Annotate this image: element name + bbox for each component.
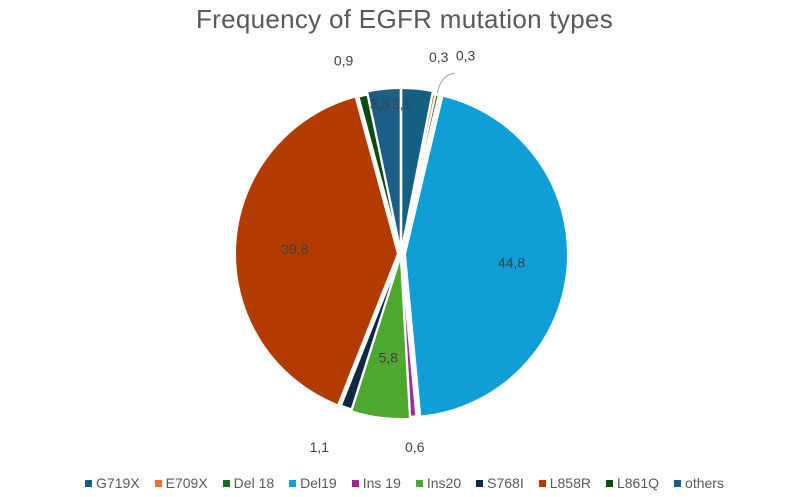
data-label-l858r: 39,8: [281, 241, 308, 257]
pie-slice-l858r: [234, 95, 400, 407]
data-label-others: 3,3: [370, 96, 390, 112]
pie-slice-ins20: [350, 255, 412, 420]
legend-item-others: others: [674, 475, 724, 491]
data-label-g719x: 3,1: [392, 96, 412, 112]
legend-item-s768i: S768I: [476, 475, 524, 491]
legend-label: G719X: [96, 475, 140, 491]
data-label-del19: 44,8: [498, 255, 525, 271]
legend-swatch: [538, 479, 546, 487]
legend-label: E709X: [165, 475, 208, 491]
legend-swatch: [415, 479, 423, 487]
legend-swatch: [222, 479, 230, 487]
legend-item-ins-19: Ins 19: [351, 475, 401, 491]
legend-label: S768I: [487, 475, 524, 491]
legend-item-l858r: L858R: [538, 475, 591, 491]
legend-label: L858R: [549, 475, 591, 491]
chart-title: Frequency of EGFR mutation types: [195, 4, 614, 34]
legend-item-g719x: G719X: [85, 475, 140, 491]
pie-slices: [234, 87, 569, 420]
legend-swatch: [476, 479, 484, 487]
legend-swatch: [85, 479, 93, 487]
pie-slice-del19: [403, 94, 569, 418]
legend-swatch: [674, 479, 682, 487]
legend: G719X E709X Del 18 Del19 Ins 19 Ins20 S768I L85…: [0, 472, 809, 494]
legend-item-e709x: E709X: [154, 475, 208, 491]
leader-lines: [437, 72, 455, 94]
pie-slice-s768i: [339, 253, 402, 411]
pie-slice-del-18: [400, 93, 440, 255]
legend-label: L861Q: [616, 475, 660, 491]
legend-swatch: [154, 479, 162, 487]
data-label-s768i: 1,1: [310, 439, 330, 455]
legend-label: Del19: [300, 475, 337, 491]
slice-labels: 3,1 0,3 0,3 44,8 0,6 5,8 1,1 39,8 0,9 3,3: [281, 47, 525, 455]
legend-label: Ins20: [426, 475, 462, 491]
data-label-del-18: 0,3: [456, 47, 476, 63]
pie-chart: 3,1 0,3 0,3 44,8 0,6 5,8 1,1 39,8 0,9 3,3: [234, 47, 569, 455]
data-label-ins-19: 0,6: [405, 439, 425, 455]
legend-item-del-18: Del 18: [222, 475, 275, 491]
data-label-l861q: 0,9: [334, 52, 354, 68]
legend-swatch: [605, 479, 613, 487]
legend-item-ins20: Ins20: [415, 475, 462, 491]
legend-label: others: [685, 475, 724, 491]
legend-swatch: [351, 479, 359, 487]
pie-slice-others: [365, 87, 402, 252]
data-label-e709x: 0,3: [429, 49, 449, 65]
data-label-ins20: 5,8: [379, 349, 399, 365]
leader-line-del-18: [437, 72, 455, 94]
legend-swatch: [289, 479, 297, 487]
legend-item-l861q: L861Q: [605, 475, 660, 491]
legend-label: Ins 19: [362, 475, 401, 491]
legend-item-del19: Del19: [289, 475, 337, 491]
legend-label: Del 18: [233, 475, 275, 491]
